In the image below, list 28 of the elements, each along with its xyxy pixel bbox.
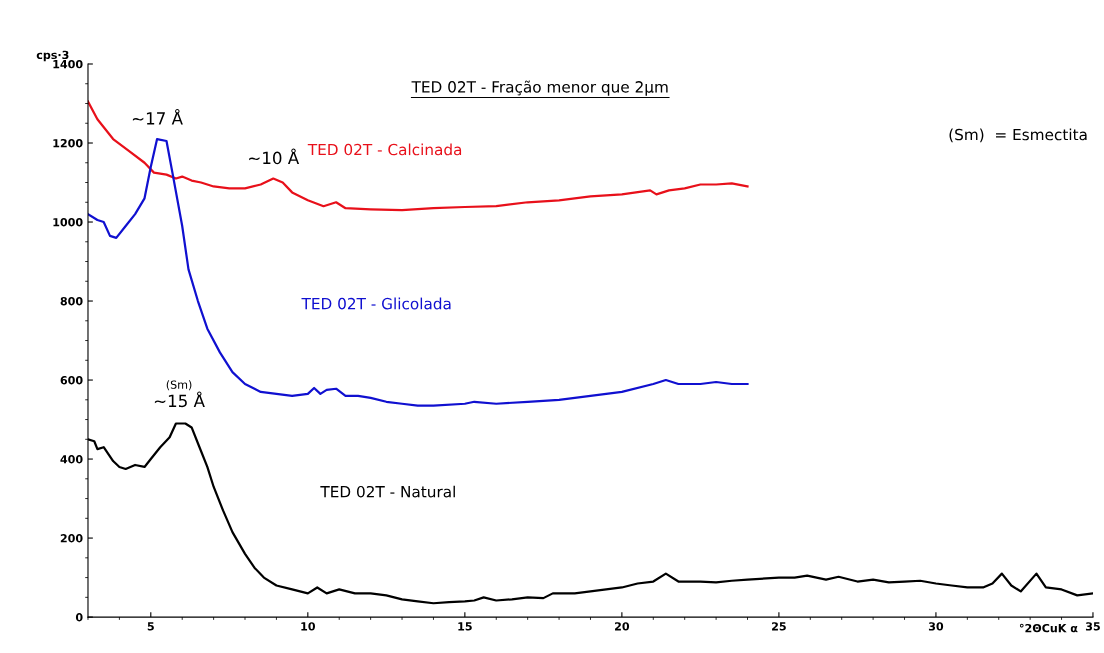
y-tick-label: 600 — [60, 376, 83, 385]
y-tick-label: 0 — [75, 613, 83, 622]
line-series — [87, 100, 749, 212]
x-tick-label: 30 — [928, 622, 944, 631]
x-axis-title: °2ΘCuK α — [1019, 623, 1078, 633]
y-tick-label: 1400 — [53, 59, 83, 69]
annotation: ~15 Å — [154, 391, 205, 408]
text: TED 02T - Glicolada — [301, 297, 451, 310]
annotation: ~10 Å — [249, 148, 300, 165]
y-tick-label: 1000 — [53, 217, 83, 227]
x-tick-label: 35 — [1085, 622, 1100, 631]
x-tick-label: 15 — [458, 622, 472, 631]
text: TED 02T - Natural — [320, 485, 455, 498]
line-series — [87, 137, 749, 407]
y-axis-title: cps·3 — [36, 50, 69, 62]
text: TED 02T - Calcinada — [307, 143, 462, 156]
annotation: (Sm) = Esmectita — [949, 128, 1087, 143]
x-tick-label: 10 — [301, 622, 316, 631]
annotation: ~17 Å — [132, 109, 183, 125]
y-tick-label: 800 — [60, 297, 83, 306]
y-tick-label: 400 — [60, 455, 83, 464]
x-tick-label: 20 — [615, 622, 630, 631]
x-tick-label: 5 — [147, 622, 154, 631]
text: TED 02T - Fração menor que 2µm — [411, 80, 668, 96]
y-tick-label: 1200 — [53, 138, 83, 148]
x-tick-label: 25 — [772, 622, 786, 631]
annotation: (Sm) — [166, 380, 192, 391]
y-tick-label: 200 — [60, 534, 83, 543]
